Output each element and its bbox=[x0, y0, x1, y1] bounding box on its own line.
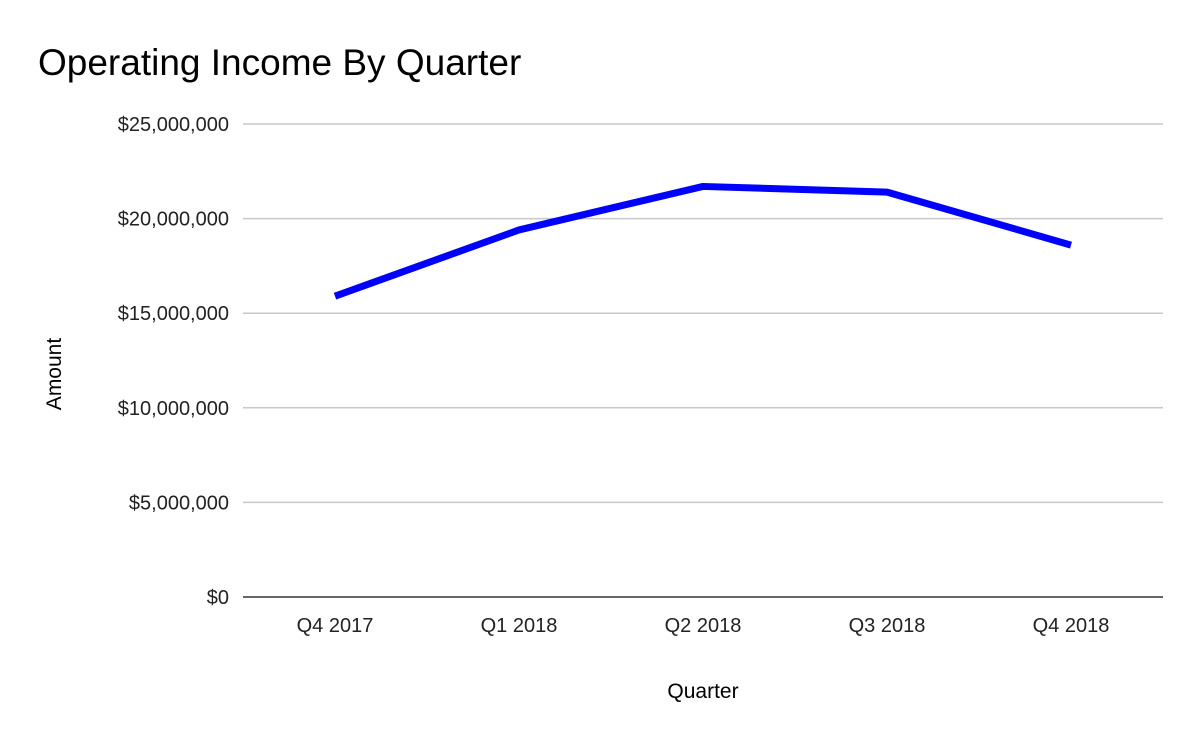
y-tick-label: $20,000,000 bbox=[118, 209, 229, 231]
x-tick-labels: Q4 2017 Q1 2018 Q2 2018 Q3 2018 Q4 2018 bbox=[297, 615, 1110, 637]
gridlines bbox=[243, 123, 1163, 598]
x-tick-label: Q4 2018 bbox=[1033, 615, 1110, 637]
series-lines bbox=[333, 182, 1072, 300]
y-axis-label: Amount bbox=[43, 338, 66, 411]
x-tick-label: Q1 2018 bbox=[481, 615, 558, 637]
x-tick-label: Q2 2018 bbox=[665, 615, 742, 637]
y-tick-label: $0 bbox=[207, 587, 229, 609]
y-tick-label: $5,000,000 bbox=[129, 492, 229, 514]
series-line bbox=[333, 182, 1072, 300]
x-tick-label: Q4 2017 bbox=[297, 615, 374, 637]
chart-title: Operating Income By Quarter bbox=[38, 42, 521, 83]
y-tick-labels: $0 $5,000,000 $10,000,000 $15,000,000 $20,00… bbox=[118, 114, 229, 609]
y-tick-label: $10,000,000 bbox=[118, 398, 229, 420]
y-tick-label: $15,000,000 bbox=[118, 303, 229, 325]
x-tick-label: Q3 2018 bbox=[849, 615, 926, 637]
x-axis-label: Quarter bbox=[667, 680, 738, 703]
y-tick-label: $25,000,000 bbox=[118, 114, 229, 136]
